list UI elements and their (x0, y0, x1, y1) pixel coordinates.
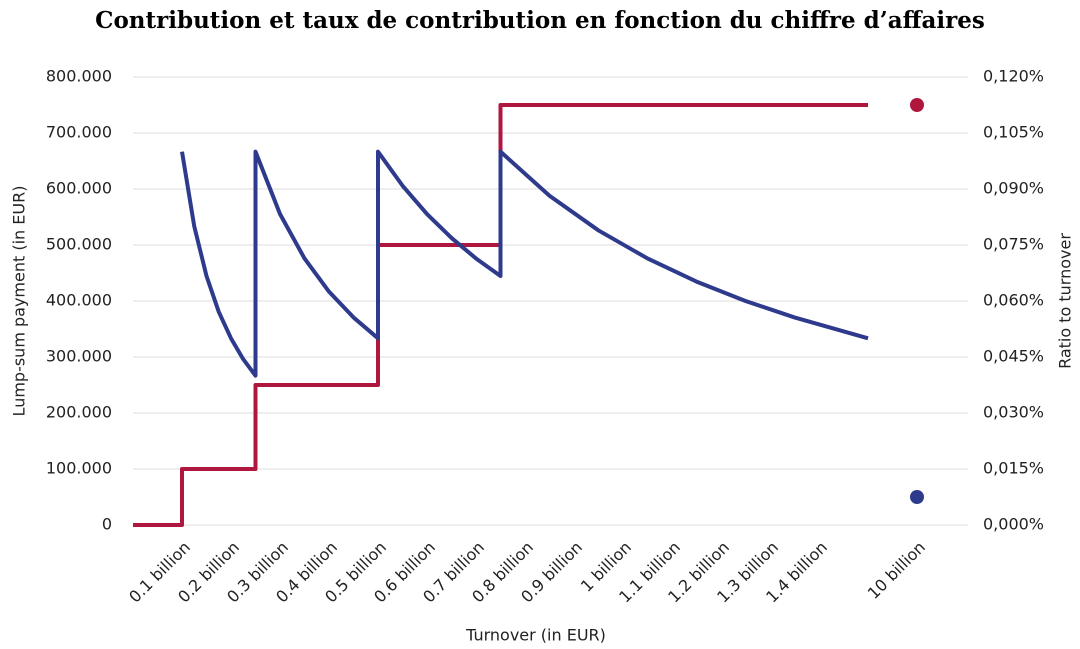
x-axis-label: Turnover (in EUR) (465, 626, 606, 645)
y-tick-label: 200.000 (46, 403, 112, 422)
y-tick-label: 800.000 (46, 67, 112, 86)
y-tick-label: 100.000 (46, 459, 112, 478)
point (910, 98, 924, 112)
line-series (180, 149, 869, 378)
x-tick-label: 10 billion (864, 538, 929, 603)
y2-tick-label: 0,015% (983, 459, 1044, 478)
y-tick-label: 0 (102, 515, 112, 534)
y-tick-label: 700.000 (46, 123, 112, 142)
y-tick-label: 300.000 (46, 347, 112, 366)
y2-tick-label: 0,120% (983, 67, 1044, 86)
y2-axis-label: Ratio to turnover (1056, 233, 1075, 369)
y2-tick-label: 0,045% (983, 347, 1044, 366)
y2-tick-label: 0,105% (983, 123, 1044, 142)
y2-tick-label: 0,030% (983, 403, 1044, 422)
y-tick-label: 500.000 (46, 235, 112, 254)
y2-tick-label: 0,000% (983, 515, 1044, 534)
chart-title: Contribution et taux de contribution en … (95, 7, 985, 34)
y2-tick-label: 0,075% (983, 235, 1044, 254)
y-tick-label: 400.000 (46, 291, 112, 310)
y-axis-label: Lump-sum payment (in EUR) (10, 186, 29, 417)
y2-tick-label: 0,060% (983, 291, 1044, 310)
point (910, 490, 924, 504)
y-tick-label: 600.000 (46, 179, 112, 198)
y2-tick-label: 0,090% (983, 179, 1044, 198)
